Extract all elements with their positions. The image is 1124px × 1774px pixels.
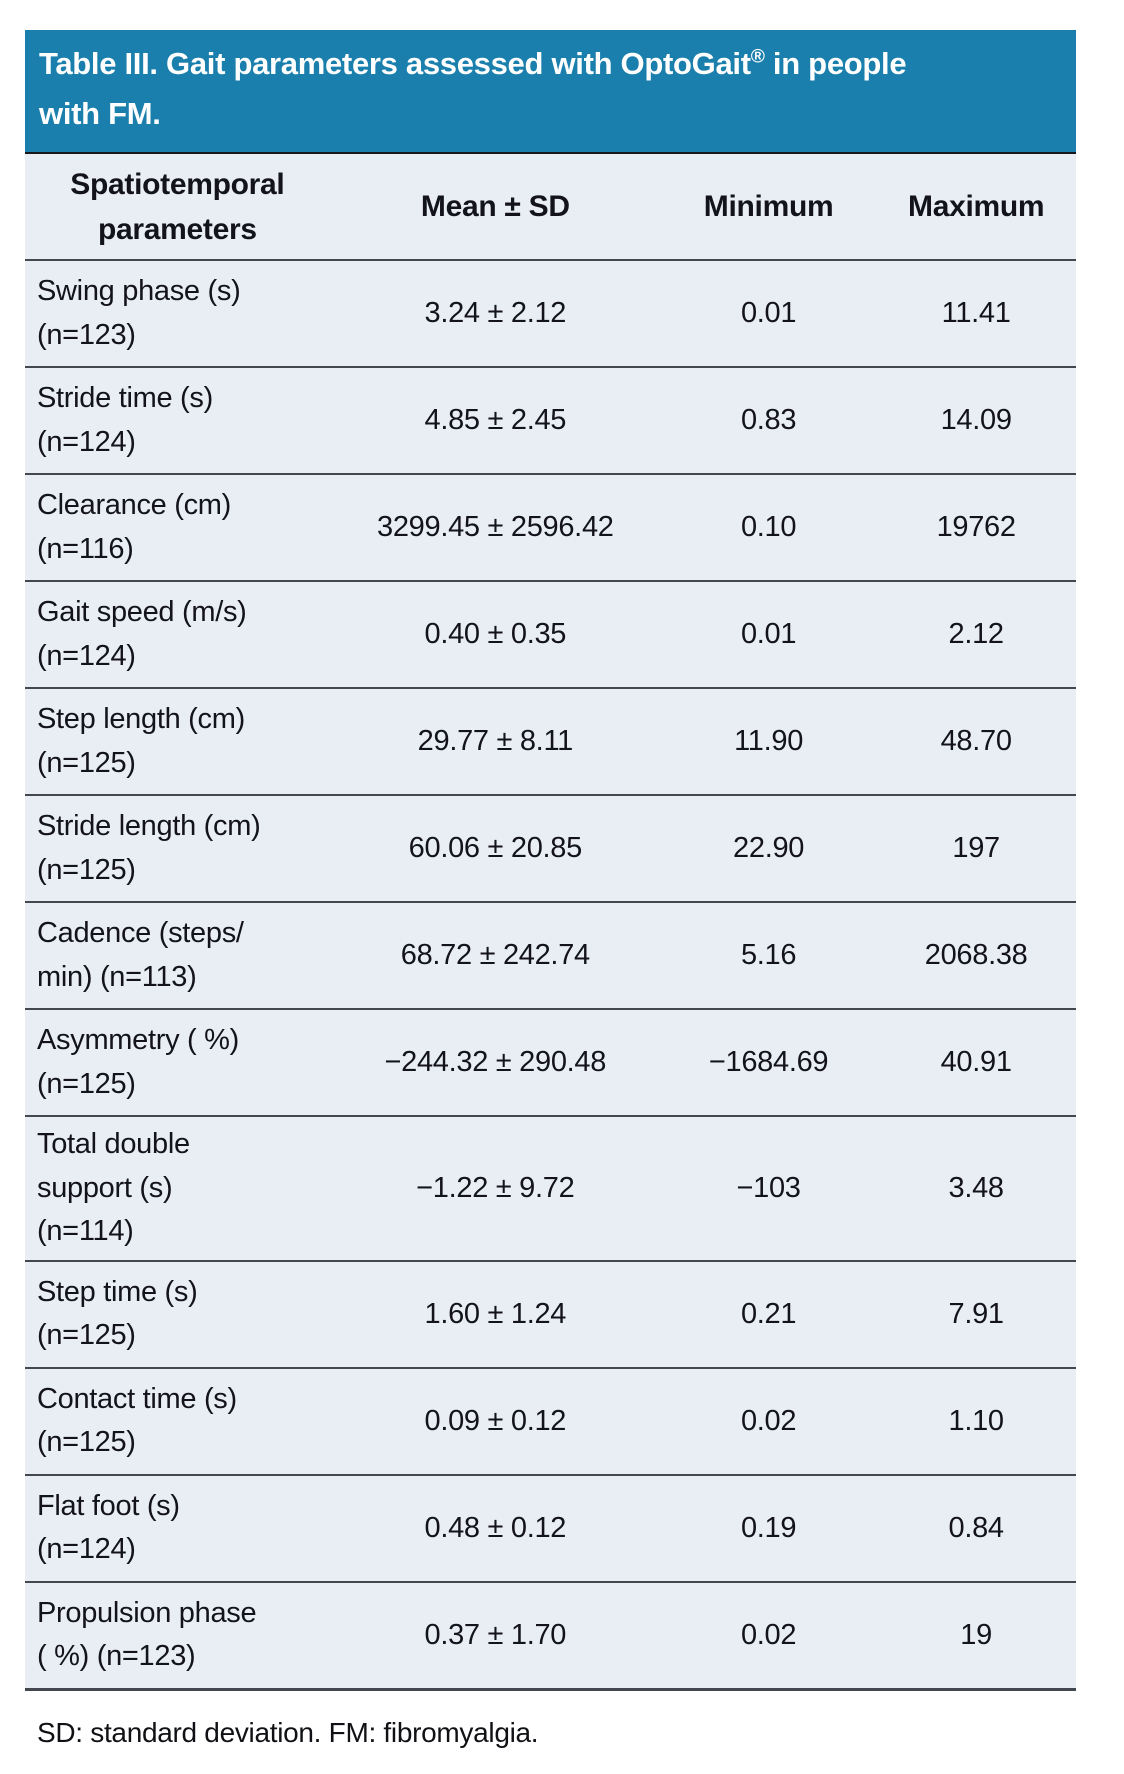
mean-sd-cell: 0.37 ± 1.70 — [424, 1618, 567, 1651]
table-footnote: SD: standard deviation. FM: fibromyalgia… — [37, 1716, 539, 1748]
table-row: Flat foot (s) (n=124) 0.48 ± 0.12 0.19 0… — [25, 1473, 1076, 1581]
mean-sd-cell: 68.72 ± 242.74 — [400, 939, 590, 972]
param-cell: Stride length (cm) (n=125) — [37, 810, 261, 886]
param-cell: Step length (cm) (n=125) — [37, 703, 245, 779]
max-cell: 19 — [960, 1618, 992, 1651]
table-title-bar: Table III. Gait parameters assessed with… — [25, 30, 1076, 153]
max-cell: 2.12 — [948, 618, 1005, 651]
table-row: Gait speed (m/s) (n=124) 0.40 ± 0.35 0.0… — [25, 580, 1076, 687]
param-cell: Step time (s) (n=125) — [37, 1275, 198, 1352]
min-cell: −1684.69 — [708, 1046, 829, 1079]
column-header-maximum: Maximum — [908, 190, 1045, 224]
max-cell: 3.48 — [948, 1171, 1005, 1204]
max-cell: 197 — [952, 832, 1000, 865]
min-cell: 11.90 — [734, 725, 804, 758]
mean-sd-cell: 29.77 ± 8.11 — [417, 725, 574, 758]
mean-sd-cell: 4.85 ± 2.45 — [424, 404, 567, 437]
mean-sd-cell: 1.60 ± 1.24 — [424, 1297, 567, 1330]
min-cell: 0.02 — [740, 1618, 797, 1651]
max-cell: 40.91 — [940, 1046, 1012, 1079]
param-cell: Flat foot (s) (n=124) — [37, 1489, 180, 1566]
min-cell: 22.90 — [733, 832, 805, 865]
param-cell: Asymmetry ( %) (n=125) — [37, 1024, 240, 1100]
table-body: Spatiotemporal parameters Mean ± SD Mini… — [25, 152, 1076, 1691]
table-row: Step length (cm) (n=125) 29.77 ± 8.11 11… — [25, 687, 1076, 794]
max-cell: 19762 — [936, 511, 1016, 544]
min-cell: 0.10 — [740, 511, 797, 544]
mean-sd-cell: 3299.45 ± 2596.42 — [377, 511, 614, 544]
table-row: Propulsion phase ( %) (n=123) 0.37 ± 1.7… — [25, 1580, 1076, 1688]
table-row: Cadence (steps/ min) (n=113) 68.72 ± 242… — [25, 901, 1076, 1008]
table-header-row: Spatiotemporal parameters Mean ± SD Mini… — [25, 154, 1076, 259]
max-cell: 14.09 — [940, 404, 1012, 437]
min-cell: 5.16 — [740, 939, 797, 972]
column-header-spatiotemporal-parameters: Spatiotemporal parameters — [70, 167, 285, 246]
mean-sd-cell: 0.48 ± 0.12 — [424, 1511, 567, 1544]
table-row: Step time (s) (n=125) 1.60 ± 1.24 0.21 7… — [25, 1259, 1076, 1367]
min-cell: 0.21 — [740, 1297, 797, 1330]
mean-sd-cell: 0.09 ± 0.12 — [424, 1404, 567, 1437]
table-row: Total double support (s) (n=114) −1.22 ±… — [25, 1115, 1076, 1260]
gait-parameters-table: Table III. Gait parameters assessed with… — [25, 30, 1076, 1749]
table-title-text: Table III. Gait parameters assessed with… — [39, 46, 751, 81]
min-cell: 0.02 — [740, 1404, 797, 1437]
column-header-minimum: Minimum — [703, 190, 834, 224]
table-row: Stride length (cm) (n=125) 60.06 ± 20.85… — [25, 794, 1076, 901]
mean-sd-cell: 60.06 ± 20.85 — [408, 832, 583, 865]
max-cell: 11.41 — [941, 297, 1011, 330]
min-cell: 0.01 — [740, 297, 797, 330]
registered-trademark-symbol: ® — [750, 46, 765, 68]
mean-sd-cell: −1.22 ± 9.72 — [416, 1171, 575, 1204]
max-cell: 48.70 — [940, 725, 1012, 758]
max-cell: 7.91 — [948, 1297, 1005, 1330]
table-row: Asymmetry ( %) (n=125) −244.32 ± 290.48 … — [25, 1008, 1076, 1115]
param-cell: Clearance (cm) (n=116) — [37, 489, 232, 565]
table-row: Clearance (cm) (n=116) 3299.45 ± 2596.42… — [25, 473, 1076, 580]
table-row: Swing phase (s) (n=123) 3.24 ± 2.12 0.01… — [25, 259, 1076, 366]
min-cell: 0.19 — [740, 1511, 797, 1544]
mean-sd-cell: 3.24 ± 2.12 — [424, 297, 567, 330]
param-cell: Stride time (s) (n=124) — [37, 382, 213, 458]
param-cell: Contact time (s) (n=125) — [37, 1382, 237, 1459]
max-cell: 0.84 — [948, 1511, 1005, 1544]
param-cell: Gait speed (m/s) (n=124) — [37, 596, 247, 672]
mean-sd-cell: −244.32 ± 290.48 — [384, 1046, 607, 1079]
param-cell: Cadence (steps/ min) (n=113) — [37, 917, 244, 993]
max-cell: 2068.38 — [924, 939, 1028, 972]
param-cell: Swing phase (s) (n=123) — [37, 275, 241, 351]
table-title-text-after: in people with FM. — [39, 46, 907, 132]
param-cell: Total double support (s) (n=114) — [37, 1128, 190, 1248]
min-cell: 0.01 — [740, 618, 797, 651]
table-row: Stride time (s) (n=124) 4.85 ± 2.45 0.83… — [25, 366, 1076, 473]
min-cell: −103 — [736, 1171, 801, 1204]
mean-sd-cell: 0.40 ± 0.35 — [424, 618, 567, 651]
table-row: Contact time (s) (n=125) 0.09 ± 0.12 0.0… — [25, 1366, 1076, 1474]
param-cell: Propulsion phase ( %) (n=123) — [37, 1596, 257, 1673]
column-header-mean-sd: Mean ± SD — [420, 190, 570, 224]
max-cell: 1.10 — [948, 1404, 1005, 1437]
min-cell: 0.83 — [740, 404, 797, 437]
